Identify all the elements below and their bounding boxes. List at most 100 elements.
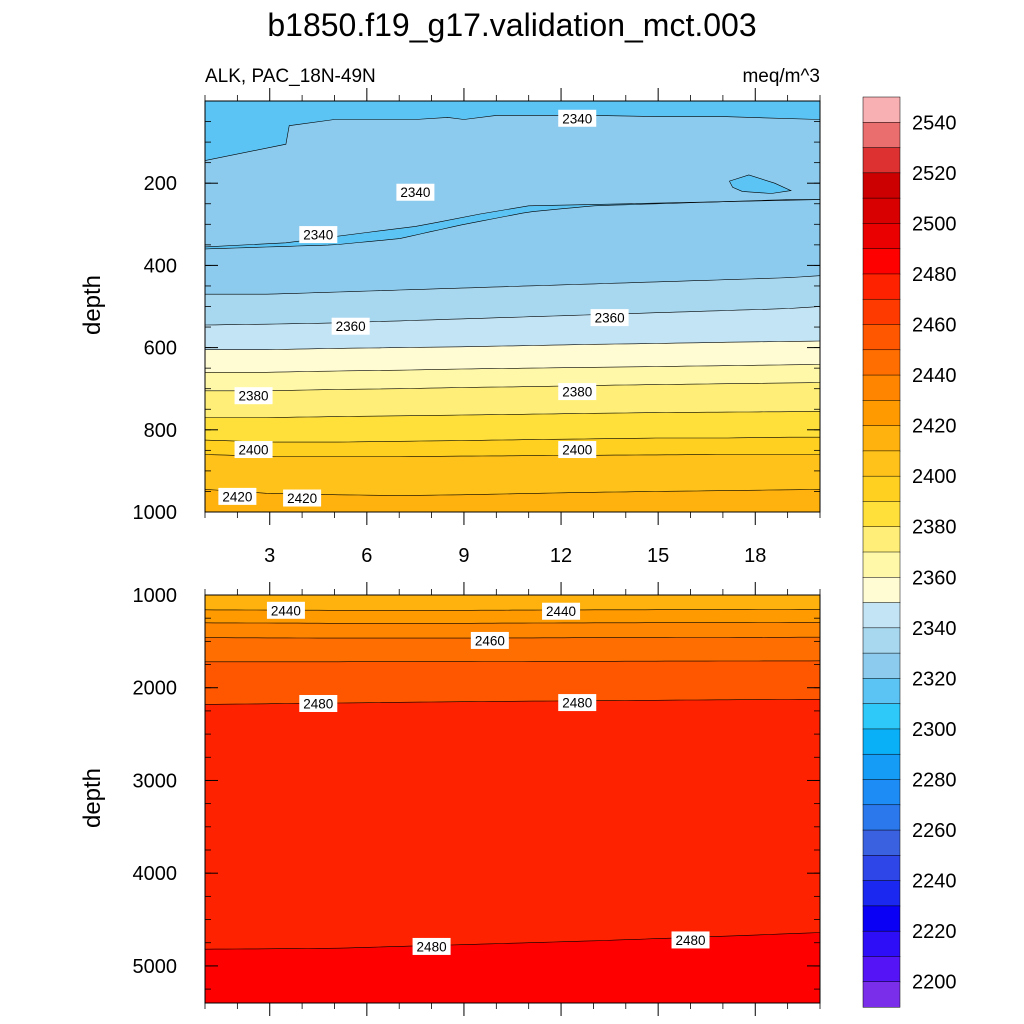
lower-plot-area: 2440 2440 2460 2480 2480 2480 2480 [205, 595, 820, 1003]
colorbar-swatch [862, 804, 901, 831]
svg-text:2480: 2480 [562, 696, 592, 711]
chart-title: b1850.f19_g17.validation_mct.003 [267, 7, 756, 43]
lower-y-axis-label: depth [79, 768, 106, 828]
lower-panel: 2440 2440 2460 2480 2480 2480 2480 1000 2000 300… [79, 582, 821, 1016]
contour-band [728, 174, 792, 194]
colorbar-label: 2460 [912, 315, 957, 337]
contour-line [205, 275, 820, 295]
colorbar-swatch [862, 96, 901, 123]
colorbar: 2200 2220 2240 2260 2280 2300 2320 2340 2360 2380… [862, 96, 957, 1008]
y-tick-label: 1000 [133, 585, 178, 607]
contour-band [205, 699, 820, 1003]
y-tick-label: 400 [144, 255, 177, 277]
svg-text:2420: 2420 [222, 489, 252, 504]
colorbar-swatch [862, 930, 901, 957]
contour-label: 2480 [671, 931, 710, 949]
contour-label: 2380 [234, 387, 273, 405]
colorbar-label: 2540 [912, 112, 957, 134]
contour-band [205, 932, 820, 1003]
upper-panel: ALK, PAC_18N-49N meq/m^3 2340 2340 2340 236… [79, 66, 821, 567]
contour-label: 2400 [234, 441, 273, 459]
colorbar-swatch [862, 753, 901, 781]
svg-text:2380: 2380 [239, 389, 269, 404]
colorbar-swatch [862, 602, 901, 629]
upper-y-axis-label: depth [79, 275, 106, 335]
colorbar-swatch [862, 703, 901, 730]
colorbar-swatch [862, 273, 901, 300]
colorbar-swatch [862, 248, 901, 275]
x-tick-label: 6 [361, 545, 372, 567]
contour-line [205, 454, 820, 457]
colorbar-label: 2240 [912, 871, 957, 893]
y-tick-label: 600 [144, 338, 177, 360]
svg-text:2400: 2400 [239, 443, 269, 458]
colorbar-swatch [862, 324, 901, 351]
colorbar-label: 2360 [912, 567, 957, 589]
contour-label: 2480 [558, 694, 597, 712]
colorbar-swatch [862, 905, 901, 932]
colorbar-swatch [862, 374, 901, 401]
colorbar-swatch [862, 349, 901, 376]
colorbar-swatch [862, 450, 901, 477]
svg-text:2360: 2360 [595, 311, 625, 326]
lower-axes: 1000 2000 3000 4000 5000 [133, 582, 821, 1016]
svg-text:2420: 2420 [287, 491, 317, 506]
contour-label: 2340 [299, 226, 338, 244]
colorbar-swatch [862, 298, 901, 326]
colorbar-label: 2340 [912, 618, 957, 640]
y-tick-label: 3000 [133, 770, 178, 792]
svg-text:2340: 2340 [562, 111, 592, 126]
contour-line [205, 609, 820, 611]
y-tick-label: 800 [144, 420, 177, 442]
colorbar-swatch [862, 147, 901, 174]
upper-subtitle-right: meq/m^3 [742, 66, 820, 87]
colorbar-swatch [862, 400, 901, 427]
colorbar-swatch [862, 577, 901, 604]
x-tick-label: 3 [264, 545, 275, 567]
contour-line [205, 932, 820, 950]
contour-label: 2340 [558, 109, 597, 127]
y-tick-label: 1000 [133, 502, 178, 524]
contour-label: 2480 [412, 937, 451, 955]
contour-line [205, 306, 820, 326]
upper-subtitle-left: ALK, PAC_18N-49N [205, 66, 376, 87]
contour-label: 2460 [470, 631, 509, 649]
colorbar-swatch [862, 981, 901, 1008]
colorbar-label: 2300 [912, 719, 957, 741]
svg-text:2480: 2480 [676, 933, 706, 948]
colorbar-label: 2320 [912, 668, 957, 690]
contour-label: 2420 [218, 487, 257, 505]
colorbar-swatch [862, 475, 901, 502]
y-tick-label: 5000 [133, 956, 178, 978]
x-tick-label: 9 [458, 545, 469, 567]
svg-text:2440: 2440 [546, 604, 576, 619]
colorbar-swatch [862, 880, 901, 907]
colorbar-label: 2260 [912, 820, 957, 842]
upper-axes: 200 400 600 800 1000 3 6 9 12 15 18 [133, 88, 821, 567]
colorbar-swatch [862, 779, 901, 806]
upper-plot-area: 2340 2340 2340 2360 2360 2380 2380 2400 2400 2420… [205, 101, 820, 512]
colorbar-label: 2220 [912, 921, 957, 943]
contour-line [205, 436, 820, 443]
colorbar-swatch [862, 197, 901, 224]
colorbar-swatch [862, 652, 901, 679]
contour-label: 2440 [266, 601, 305, 619]
colorbar-label: 2440 [912, 365, 957, 387]
colorbar-swatch [862, 526, 901, 553]
plot-frame [204, 594, 821, 1004]
colorbar-label: 2420 [912, 416, 957, 438]
contour-line [205, 622, 820, 624]
colorbar-swatch [862, 425, 901, 452]
x-tick-label: 15 [647, 545, 669, 567]
svg-text:2360: 2360 [336, 319, 366, 334]
contour-label: 2380 [558, 383, 597, 401]
colorbar-label: 2480 [912, 264, 957, 286]
colorbar-swatch [862, 627, 901, 654]
contour-line [205, 364, 820, 373]
svg-text:2380: 2380 [562, 385, 592, 400]
colorbar-label: 2200 [912, 972, 957, 994]
x-tick-label: 18 [744, 545, 766, 567]
colorbar-swatch [862, 829, 901, 856]
colorbar-swatch [862, 728, 901, 755]
